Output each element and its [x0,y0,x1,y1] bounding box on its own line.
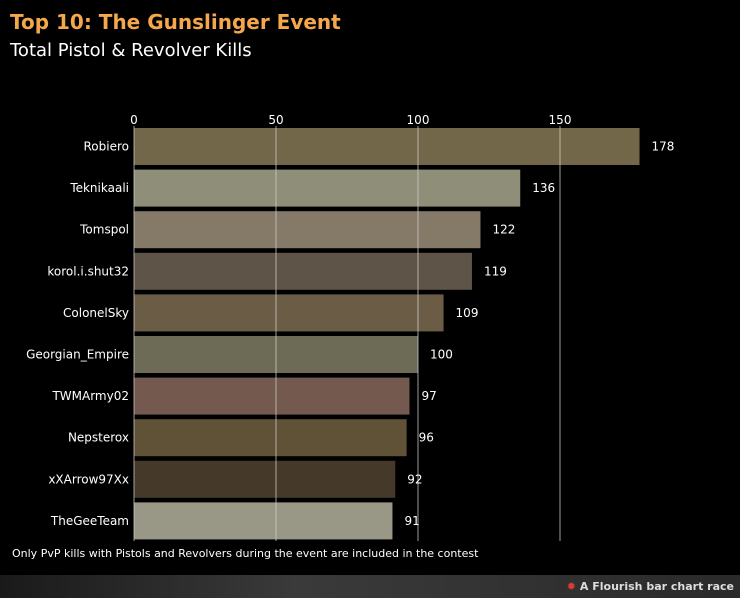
value-label: 119 [484,264,507,278]
bar [134,169,521,207]
value-label: 100 [430,348,453,362]
category-label: korol.i.shut32 [47,264,129,278]
credit-text: A Flourish bar chart race [579,580,734,593]
category-label: ColonelSky [63,306,129,320]
x-tick-label: 50 [268,113,283,127]
category-label: Nepsterox [68,431,129,445]
value-label: 97 [421,389,436,403]
category-label: Tomspol [79,223,129,237]
category-label: TWMArmy02 [51,389,129,403]
category-label: TheGeeTeam [50,514,129,528]
bar [134,211,481,249]
category-label: Robiero [84,140,130,154]
value-label: 178 [652,140,675,154]
category-label: xXArrow97Xx [48,472,129,486]
x-tick-label: 0 [130,113,138,127]
bar [134,502,393,540]
chart-subtitle: Total Pistol & Revolver Kills [10,40,252,61]
category-label: Georgian_Empire [26,348,129,362]
value-label: 136 [532,181,555,195]
bar [134,252,472,290]
bar [134,377,410,415]
bar [134,294,444,332]
x-tick-label: 150 [549,113,572,127]
footnote: Only PvP kills with Pistols and Revolver… [12,547,479,560]
bar [134,128,640,165]
x-tick-label: 100 [407,113,430,127]
bar [134,460,396,498]
value-label: 92 [407,472,422,486]
footer-bar [0,575,740,598]
chart-title: Top 10: The Gunslinger Event [10,10,341,34]
value-label: 109 [456,306,479,320]
category-label: Teknikaali [69,181,129,195]
flourish-credit-link[interactable]: ✹ A Flourish bar chart race [567,580,734,593]
flourish-logo-icon: ✹ [566,580,576,593]
value-label: 122 [492,223,515,237]
value-label: 91 [404,514,419,528]
bar [134,419,407,457]
value-label: 96 [419,431,434,445]
